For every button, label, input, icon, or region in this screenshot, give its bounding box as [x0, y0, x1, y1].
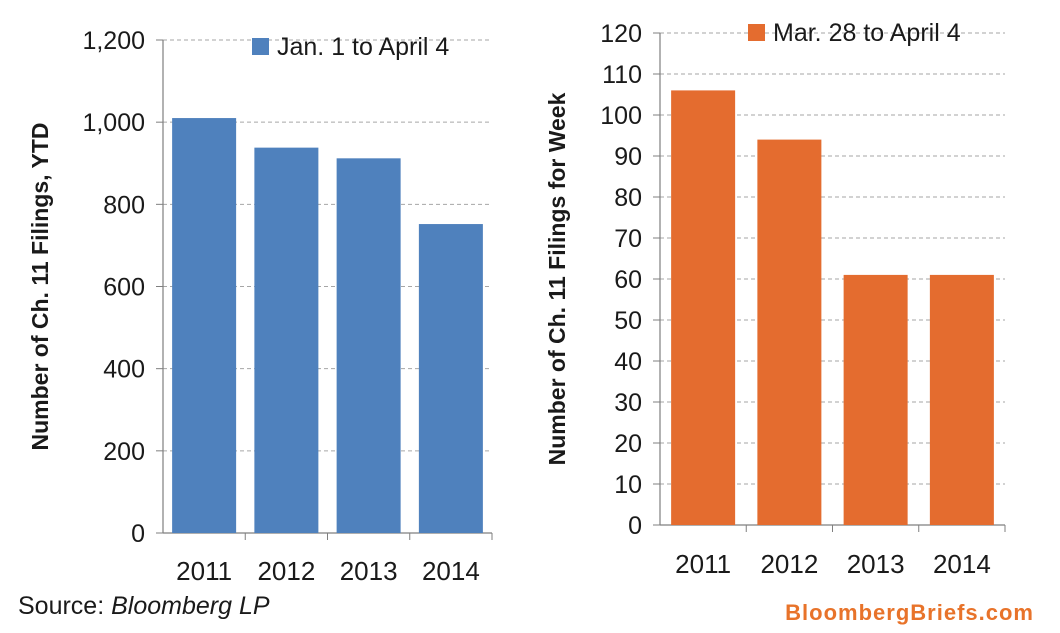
source-name: Bloomberg LP: [111, 592, 270, 620]
chart-weekly-filings: 0 10 20 30 40 50 60 70 80 90 100 110 120 2011 2012 2013…: [544, 19, 1006, 579]
y-tick-label-ytd-1200: 1,200: [82, 27, 145, 55]
bar-ytd-2014: [418, 224, 483, 533]
bar-ytd-2011: [172, 118, 237, 533]
bar-week-2013: [843, 274, 908, 525]
y-tick-label-week-0: 0: [628, 512, 642, 540]
y-tick-label-ytd-1000: 1,000: [82, 109, 145, 137]
y-tick-label-week-90: 90: [614, 143, 642, 171]
bar-week-2012: [757, 139, 822, 525]
x-tick-label-week-2011: 2011: [675, 549, 731, 579]
y-tick-label-week-110: 110: [602, 61, 642, 89]
legend-label-week: Mar. 28 to April 4: [773, 19, 961, 47]
x-tick-label-week-2014: 2014: [933, 549, 991, 579]
y-tick-label-week-120: 120: [600, 20, 642, 48]
x-tick-label-week-2013: 2013: [847, 549, 905, 579]
x-tick-label-week-2012: 2012: [760, 549, 818, 579]
y-tick-label-week-80: 80: [614, 184, 642, 212]
y-tick-label-week-10: 10: [614, 471, 642, 499]
bar-ytd-2013: [336, 158, 401, 533]
source-note: Source: Bloomberg LP: [18, 592, 270, 621]
y-tick-label-week-100: 100: [600, 102, 642, 130]
y-axis-title-week: Number of Ch. 11 Filings for Week: [544, 92, 570, 465]
y-tick-label-week-60: 60: [614, 266, 642, 294]
y-tick-label-ytd-800: 800: [103, 191, 145, 219]
y-tick-label-week-20: 20: [614, 430, 642, 458]
legend-swatch-ytd: [252, 38, 269, 55]
bar-week-2014: [929, 274, 994, 525]
legend-label-ytd: Jan. 1 to April 4: [277, 33, 449, 61]
brand-logo-text: BloombergBriefs.com: [785, 600, 1034, 625]
y-axis-title-ytd: Number of Ch. 11 Filings, YTD: [27, 122, 53, 450]
y-tick-label-week-40: 40: [614, 348, 642, 376]
x-tick-label-ytd-2012: 2012: [257, 556, 315, 586]
y-tick-label-ytd-0: 0: [131, 520, 145, 548]
chart-ytd-filings: 0 200 400 600 800 1,000 1,200 2011 2012 2013 2014 N…: [27, 27, 493, 586]
bar-week-2011: [671, 90, 736, 526]
y-tick-label-ytd-600: 600: [103, 274, 145, 302]
y-tick-label-week-30: 30: [614, 389, 642, 417]
legend-swatch-week: [748, 24, 765, 41]
x-tick-label-ytd-2013: 2013: [340, 556, 398, 586]
source-prefix: Source:: [18, 592, 112, 620]
y-tick-label-ytd-200: 200: [103, 438, 145, 466]
bar-ytd-2012: [254, 147, 319, 533]
y-tick-label-week-70: 70: [614, 225, 642, 253]
y-tick-label-ytd-400: 400: [103, 356, 145, 384]
x-tick-label-ytd-2011: 2011: [176, 556, 232, 586]
x-tick-label-ytd-2014: 2014: [422, 556, 480, 586]
y-tick-label-week-50: 50: [614, 307, 642, 335]
